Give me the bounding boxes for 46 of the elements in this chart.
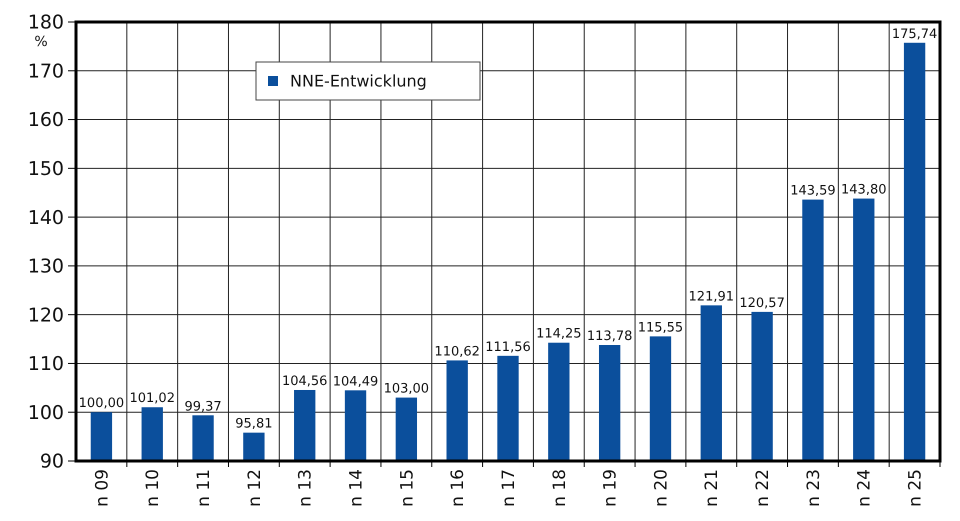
data-label: 114,25 [536,326,582,342]
data-label: 143,80 [841,182,887,198]
x-tick-label: n 20 [651,469,672,507]
x-tick-label: n 25 [906,469,926,507]
y-axis-title: % [34,34,48,50]
x-tick-label: n 09 [92,469,112,507]
data-label: 95,81 [235,416,272,432]
x-tick-label: n 14 [346,469,366,507]
y-tick-label: 90 [40,450,64,473]
data-label: 143,59 [790,184,836,199]
data-label: 111,56 [485,340,531,355]
x-tick-label: n 24 [854,469,875,507]
x-tick-label: n 15 [397,469,418,507]
data-label: 100,00 [78,396,124,412]
y-tick-label: 150 [28,158,64,180]
y-tick-label: 100 [28,402,64,424]
y-tick-label: 170 [28,60,64,82]
y-tick-label: 180 [28,12,64,34]
y-tick-label: 130 [28,256,64,278]
x-tick-label: n 16 [448,469,468,507]
data-label: 113,78 [586,329,632,344]
data-label: 103,00 [384,382,430,397]
x-tick-label: n 12 [244,469,265,507]
y-tick-label: 160 [28,109,64,132]
x-tick-label: n 22 [753,469,774,507]
x-tick-label: n 13 [296,469,316,507]
data-label: 101,02 [129,391,175,406]
data-label: 110,62 [434,344,480,360]
y-tick-label: 120 [28,304,64,326]
data-label: 120,57 [739,296,785,311]
data-label: 175,74 [892,26,938,42]
data-label: 104,49 [332,374,378,390]
x-tick-label: n 11 [194,469,214,507]
y-tick-label: 140 [28,206,64,229]
x-tick-label: n 18 [550,469,570,507]
data-label: 121,91 [688,289,734,304]
data-label: 99,37 [184,399,222,414]
x-tick-label: n 21 [702,469,722,507]
x-tick-label: n 23 [804,469,824,507]
data-label: 104,56 [282,374,328,389]
data-label: 115,55 [638,320,684,336]
y-tick-label: 110 [28,353,64,376]
x-tick-label: n 19 [600,469,621,507]
x-tick-label: n 17 [498,469,519,507]
legend-label: NNE-Entwicklung [290,72,427,91]
x-tick-label: n 10 [143,469,164,507]
